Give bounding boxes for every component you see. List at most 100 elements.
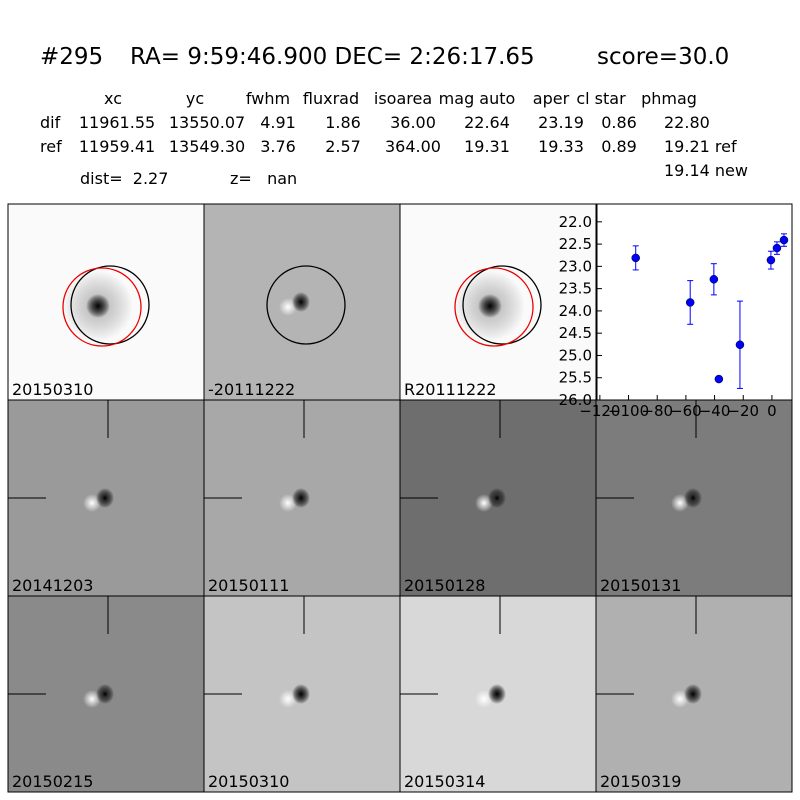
point (766, 255, 776, 265)
residual-dark (292, 292, 310, 312)
panel-label: 20150128 (404, 576, 485, 595)
x-tick-label: −120 (579, 402, 620, 420)
table-cell: 3.76 (260, 137, 296, 156)
column-header: phmag (641, 89, 697, 108)
panel-label: 20150111 (208, 576, 289, 595)
table-cell: 19.21 ref (664, 137, 737, 156)
image-panel: 20150111 (203, 399, 401, 597)
table-cell: 11959.41 (79, 137, 155, 156)
column-header: aper (533, 89, 570, 108)
y-tick-label: 26.0 (559, 391, 592, 409)
image-panel: 20150131 (595, 399, 793, 597)
column-header: cl star (576, 89, 626, 108)
panel-label: 20150215 (12, 772, 93, 791)
residual-dark (292, 488, 310, 508)
column-header: fwhm (246, 89, 290, 108)
point (685, 298, 695, 307)
residual-dark (96, 488, 114, 508)
point (772, 243, 782, 253)
x-tick-label: −80 (641, 402, 673, 420)
row-label: dif (40, 113, 61, 132)
panel-label: 20150319 (600, 772, 681, 791)
y-tick-label: 25.5 (559, 369, 592, 387)
x-tick-label: −20 (727, 402, 759, 420)
point (631, 253, 640, 263)
table-cell: 2.57 (325, 137, 361, 156)
aperture-dif (62, 267, 142, 347)
aperture-ref (266, 265, 346, 345)
point (714, 374, 724, 384)
column-header: mag auto (439, 89, 516, 108)
residual-dark (292, 684, 310, 704)
y-tick-label: 22.0 (559, 213, 592, 231)
table-cell: 13550.07 (169, 113, 245, 132)
y-tick-label: 25.0 (559, 346, 592, 364)
table-cell: 0.89 (601, 137, 637, 156)
residual-dark (684, 684, 702, 704)
table-cell: 13549.30 (169, 137, 245, 156)
point (779, 235, 789, 245)
panel-label: 20150314 (404, 772, 485, 791)
table-cell: 22.80 (664, 113, 710, 132)
residual-dark (488, 684, 506, 704)
residual-dark (684, 488, 702, 508)
table-cell: 11961.55 (79, 113, 155, 132)
table-cell: 364.00 (385, 137, 441, 156)
residual-dark (96, 684, 114, 704)
column-header: fluxrad (303, 89, 359, 108)
aperture-ref (462, 265, 542, 345)
aperture-ref (70, 265, 150, 345)
image-panel: 20150314 (399, 595, 597, 793)
y-tick-label: 23.0 (559, 257, 592, 275)
point (709, 275, 719, 284)
candidate-id: #295 (40, 44, 103, 70)
score: score=30.0 (597, 44, 729, 70)
x-tick-label: 0 (767, 402, 777, 420)
panel-label: 20150131 (600, 576, 681, 595)
panel-label: -20111222 (208, 380, 295, 399)
residual-dark (488, 488, 506, 508)
table-cell: 1.86 (325, 113, 361, 132)
column-header: xc (104, 89, 122, 108)
psf-core (86, 294, 110, 318)
row-label: ref (40, 137, 62, 156)
redshift: z= nan (230, 169, 297, 188)
y-tick-label: 22.5 (559, 235, 592, 253)
table-cell: 36.00 (390, 113, 436, 132)
panel-label: R20111222 (404, 380, 497, 399)
table-cell: 23.19 (538, 113, 584, 132)
x-tick-label: −60 (670, 402, 702, 420)
point (735, 340, 745, 350)
y-tick-label: 24.0 (559, 302, 592, 320)
distance: dist= 2.27 (80, 169, 168, 188)
panel-label: 20150310 (12, 380, 93, 399)
image-panel: 20150128 (399, 399, 597, 597)
panel-label: 20141203 (12, 576, 93, 595)
x-tick-label: −100 (608, 402, 649, 420)
phmag-new: 19.14 new (664, 161, 748, 180)
panel-label: 20150310 (208, 772, 289, 791)
x-tick-label: −40 (699, 402, 731, 420)
table-cell: 4.91 (260, 113, 296, 132)
image-panel: 20150310 (203, 595, 401, 793)
column-header: yc (186, 89, 204, 108)
table-cell: 22.64 (464, 113, 510, 132)
table-cell: 19.33 (538, 137, 584, 156)
psf-core (478, 294, 502, 318)
plot-area (596, 203, 793, 401)
y-tick-label: 24.5 (559, 324, 592, 342)
aperture-dif (454, 267, 534, 347)
image-panel: 20150310 (7, 203, 205, 401)
image-panel: -20111222 (203, 203, 401, 401)
image-panel: 20150319 (595, 595, 793, 793)
image-panel: 20141203 (7, 399, 205, 597)
image-panel: 20150215 (7, 595, 205, 793)
y-tick-label: 23.5 (559, 280, 592, 298)
table-cell: 0.86 (601, 113, 637, 132)
image-panel: R20111222 (399, 203, 597, 401)
column-header: isoarea (374, 89, 432, 108)
table-cell: 19.31 (464, 137, 510, 156)
